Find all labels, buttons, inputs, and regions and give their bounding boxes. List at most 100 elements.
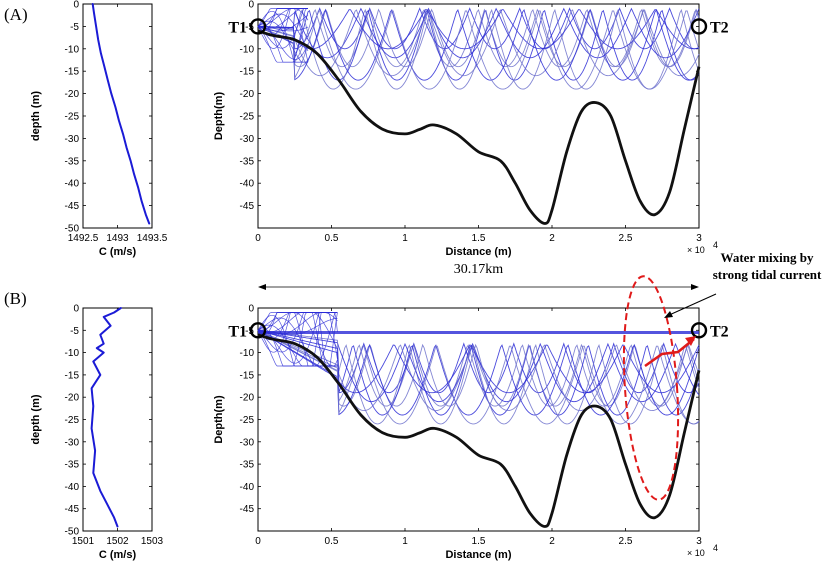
A-profile-xtick-label: 1492.5 [68,233,99,244]
distance-arrow-head-right [691,284,699,290]
B-rays-ytick-label: -15 [240,370,255,381]
mixing-arrow [644,337,695,368]
A-rays-xtick-label: 0 [255,233,261,244]
A-rays-xtick-label: 1.5 [472,233,486,244]
annotation-line-2: strong tidal current [713,267,822,282]
A-profile-ytick-label: -30 [65,134,80,145]
B-rays-ytick-label: -5 [245,326,254,337]
A-rays-x-exponent: 4 [713,240,718,250]
ray-path [257,329,700,425]
B-profile-xlabel: C (m/s) [99,549,137,561]
A-profile-ytick-label: -40 [65,179,80,190]
B-rays-ytick-label: -10 [240,348,255,359]
B-rays-xtick-label: 3 [696,536,702,547]
A-profile-ytick-label: 0 [73,0,79,11]
B-profile-xtick-label: 1502 [106,536,129,547]
A-profile-xtick-label: 1493.5 [137,233,168,244]
B-rays-ytick-label: -30 [240,437,255,448]
panel-label-a: (A) [4,5,28,24]
A-profile-ytick-label: -35 [65,156,80,167]
marker-t2 [690,322,708,339]
A-rays-ylabel: Depth(m) [213,92,225,141]
panel-label-b: (B) [4,289,27,308]
ray-path [257,7,700,59]
A-rays-ytick-label: -20 [240,89,255,100]
A-profile-speed-line [91,3,151,225]
ray-fan-line [257,312,338,367]
A-rays-xtick-label: 1 [402,233,408,244]
B-rays-xlabel: Distance (m) [445,549,511,561]
mixing-region-ellipse [622,275,680,501]
B-profile-ytick-label: -10 [65,348,80,359]
B-profile-ytick-label: -50 [65,527,80,538]
marker-t1 [249,322,267,339]
B-profile-ytick-label: -5 [70,326,79,337]
ray-path [257,9,700,68]
A-profile-ytick-label: -45 [65,201,80,212]
B-profile-ytick-label: 0 [73,304,79,315]
A-rays-ytick-label: -30 [240,134,255,145]
B-rays-ylabel: Depth(m) [213,395,225,444]
ray-fan-line [257,8,308,49]
B-rays-ytick-label: -40 [240,482,255,493]
ray-path [257,9,700,77]
annotation-pointer [666,293,717,317]
ray-path [257,329,700,407]
A-profile-ytick-label: -25 [65,112,80,123]
marker-t2 [690,18,708,35]
B-rays-x-exponent: 4 [713,543,718,553]
label-t2: T2 [710,323,729,340]
annotation-line-1: Water mixing by [721,250,814,265]
ray-path [257,9,700,81]
B-profile-ylabel: depth (m) [30,394,42,444]
B-rays-xtick-label: 0.5 [325,536,339,547]
label-t1: T1 [228,323,247,340]
B-rays-ytick-label: -25 [240,415,255,426]
B-rays-ytick-label: -35 [240,460,255,471]
A-rays-bathymetry [257,29,701,225]
A-profile-ytick-label: -50 [65,224,80,235]
A-profile-ytick-label: -5 [70,22,79,33]
B-rays-ytick-label: -45 [240,504,255,515]
ray-path [257,329,700,416]
ray-fan-A [257,7,700,90]
B-rays-bathymetry [257,333,701,528]
ray-path [258,9,700,50]
B-rays-ytick-label: -20 [240,393,255,404]
B-rays-ytick-label: 0 [248,304,254,315]
label-t2: T2 [710,19,729,36]
ray-path [257,329,700,407]
A-rays-ytick-label: -5 [245,22,254,33]
B-rays-xtick-label: 2.5 [619,536,633,547]
ray-fan-line [257,8,308,32]
A-rays-x-multiplier: × 10 [687,245,705,255]
ray-fan-line [257,20,308,63]
B-profile-ytick-label: -35 [65,460,80,471]
B-profile-frame [82,307,153,532]
B-rays-xtick-label: 1.5 [472,536,486,547]
ray-fan-line [257,13,309,52]
mixing-arrow-head [685,336,696,346]
A-rays-ytick-label: -40 [240,179,255,190]
A-rays-xtick-label: 2 [549,233,555,244]
B-profile-speed-line [90,307,122,528]
A-rays-ytick-label: -35 [240,156,255,167]
ray-fan-line [257,312,338,367]
A-rays-xtick-label: 0.5 [325,233,339,244]
B-profile-ytick-label: -20 [65,393,80,404]
label-t1: T1 [228,19,247,36]
ray-path [257,329,700,425]
B-profile-ytick-label: -40 [65,482,80,493]
B-profile-ytick-label: -15 [65,370,80,381]
ray-fan-B [257,312,700,425]
A-rays-ytick-label: -45 [240,201,255,212]
A-rays-xtick-label: 2.5 [619,233,633,244]
ray-path [257,8,700,90]
ray-fan-line [258,8,309,27]
marker-t1 [249,18,267,35]
B-profile-ytick-label: -45 [65,504,80,515]
ray-path [257,8,700,81]
A-rays-xtick-label: 3 [696,233,702,244]
B-rays-x-multiplier: × 10 [687,548,705,558]
